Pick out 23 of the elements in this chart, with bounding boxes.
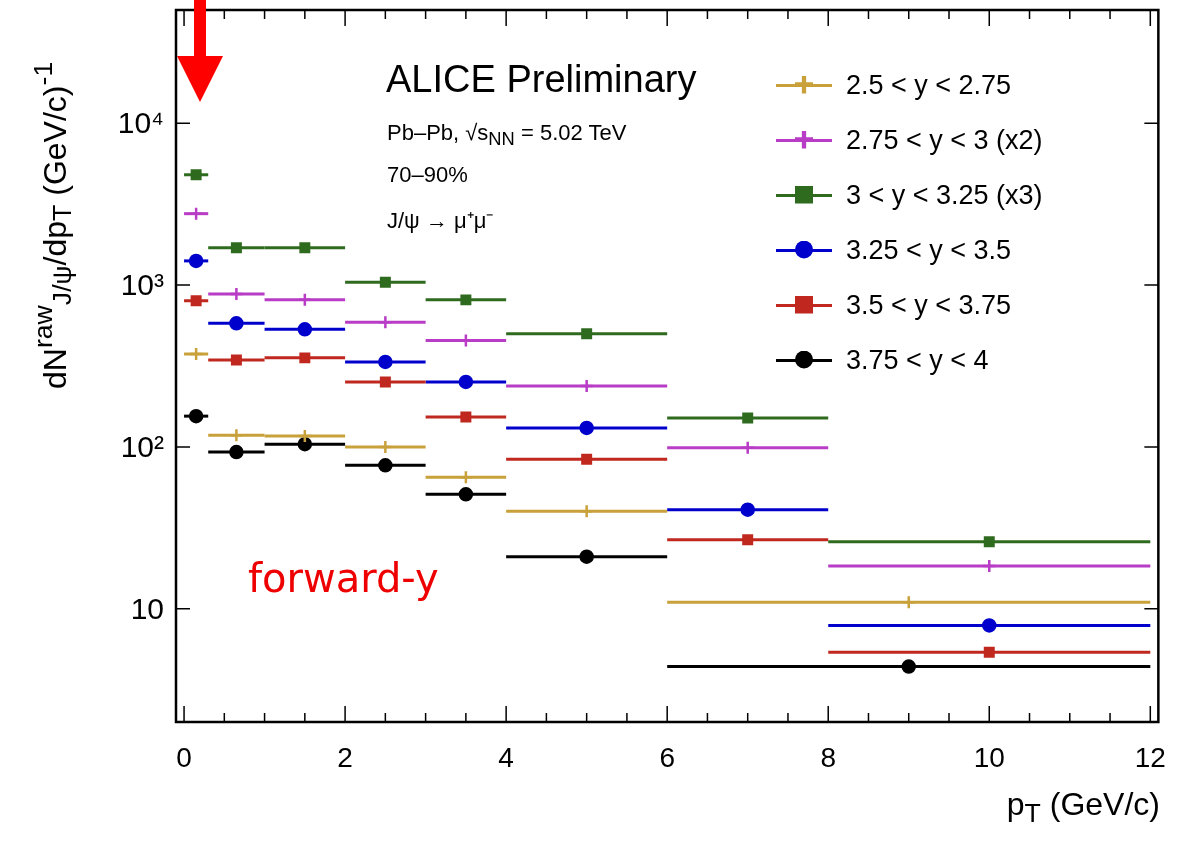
y-tick-label: 10² <box>120 429 164 463</box>
x-tick-label: 8 <box>820 741 837 773</box>
legend-label: 3 < y < 3.25 (x3) <box>846 180 1043 211</box>
y-tick-label: 10³ <box>120 268 164 302</box>
x-axis-title: p$_{T}$ (GeV/c) <box>1006 786 1160 830</box>
legend-label: 2.5 < y < 2.75 <box>846 70 1012 101</box>
annotation: Pb–Pb, √s$_{NN}$ = 5.02 TeV <box>387 120 627 151</box>
annotation: ALICE Preliminary <box>386 58 697 101</box>
legend-label: 3.25 < y < 3.5 <box>846 235 1012 266</box>
x-tick-label: 0 <box>176 741 192 773</box>
legend-label: 2.75 < y < 3 (x2) <box>846 125 1043 156</box>
x-tick-label: 6 <box>659 741 675 773</box>
annotation: forward-y <box>248 555 439 601</box>
annotation: 70–90% <box>387 162 468 188</box>
x-tick-label: 4 <box>498 741 514 773</box>
annotation: J/ψ → μ⁺μ⁻ <box>387 207 494 234</box>
x-tick-label: 2 <box>337 741 353 773</box>
y-tick-label: 10 <box>130 591 164 625</box>
x-tick-label: 10 <box>973 741 1005 773</box>
legend-label: 3.75 < y < 4 <box>846 345 989 376</box>
y-tick-label: 10⁴ <box>117 106 164 140</box>
legend-label: 3.5 < y < 3.75 <box>846 290 1012 321</box>
x-tick-label: 12 <box>1134 741 1166 773</box>
